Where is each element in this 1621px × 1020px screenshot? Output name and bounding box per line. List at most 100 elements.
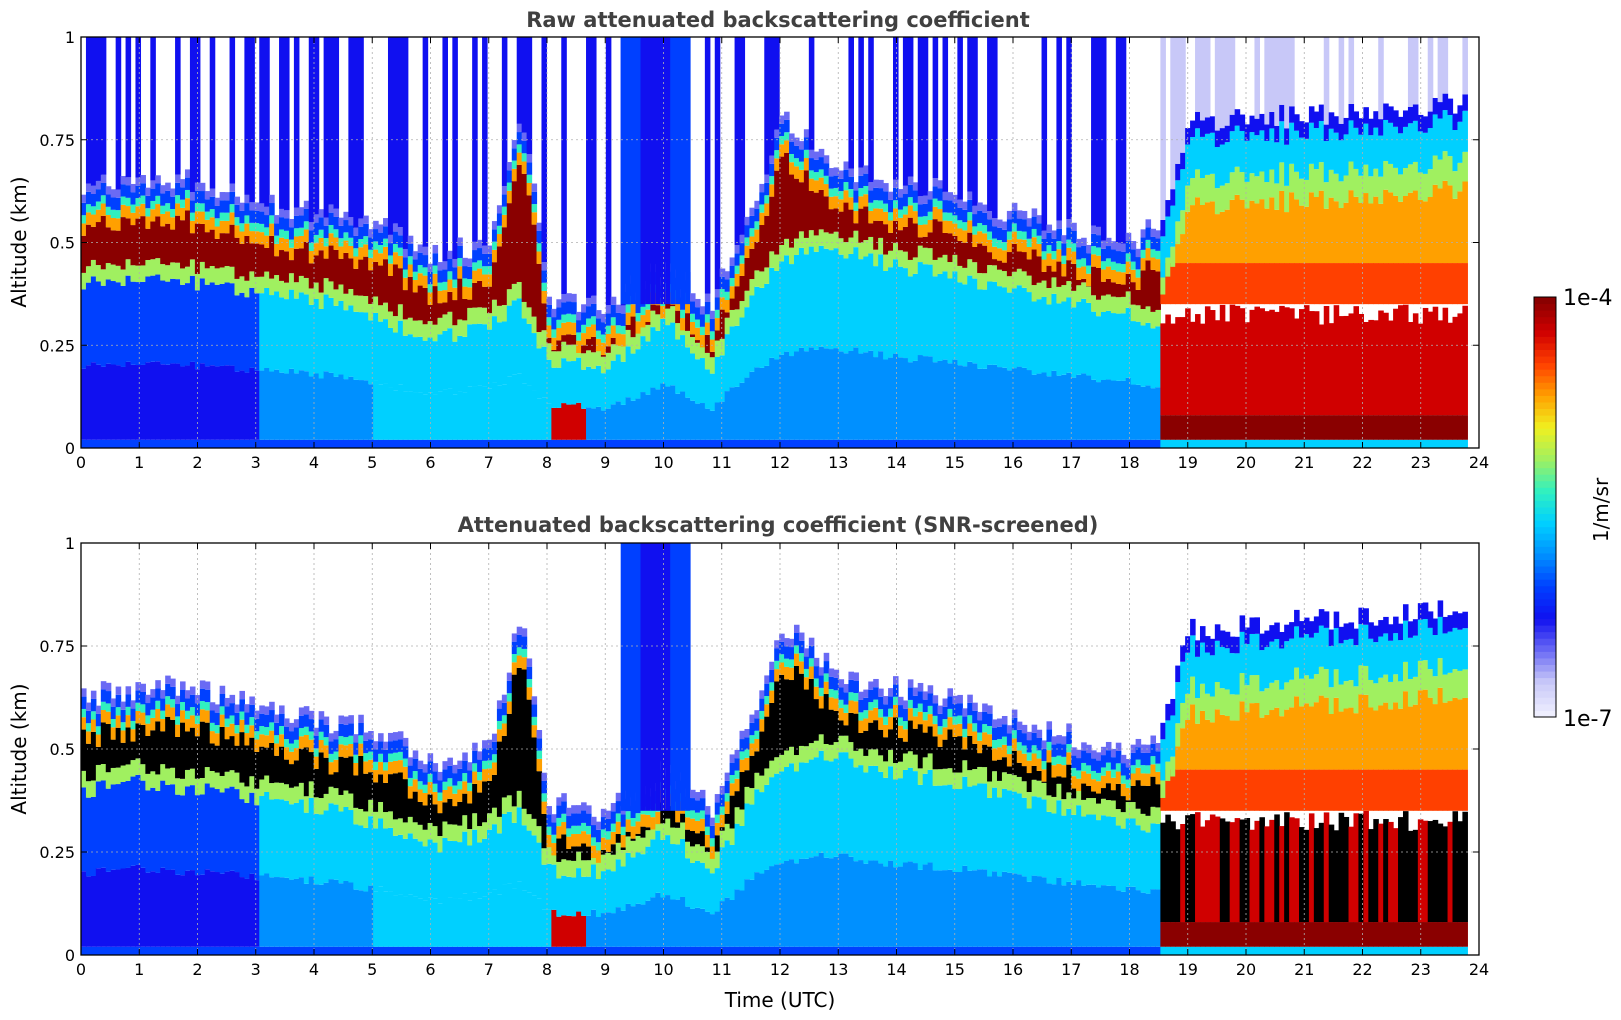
heatmap-cell [982, 703, 988, 712]
heatmap-cell [1021, 724, 1028, 734]
heatmap-cell [1130, 269, 1137, 283]
heatmap-cell [447, 291, 453, 312]
heatmap-cell [779, 156, 785, 245]
heatmap-cell [719, 847, 726, 902]
heatmap-cell [1066, 744, 1072, 753]
heatmap-cell [1299, 137, 1305, 179]
heatmap-cell [586, 813, 592, 826]
heatmap-cell [363, 827, 369, 892]
heatmap-cell [694, 820, 701, 834]
heatmap-cell [888, 199, 894, 213]
heatmap-cell [209, 787, 216, 872]
heatmap-cell [734, 889, 741, 947]
heatmap-cell [694, 860, 701, 908]
heatmap-cell [541, 262, 548, 271]
heatmap-cell [615, 325, 622, 334]
heatmap-cell [1051, 439, 1057, 448]
heatmap-cell [992, 37, 998, 218]
heatmap-cell [1081, 266, 1087, 279]
heatmap-cell [828, 439, 835, 448]
heatmap-cell [387, 275, 394, 312]
heatmap-cell [1125, 946, 1132, 955]
heatmap-cell [833, 946, 840, 955]
heatmap-cell [1407, 164, 1414, 193]
heatmap-cell [1165, 439, 1171, 448]
heatmap-cell [1303, 263, 1310, 305]
heatmap-cell [452, 287, 458, 301]
heatmap-cell [1234, 166, 1241, 195]
heatmap-cell [1001, 262, 1008, 272]
heatmap-cell [937, 360, 944, 440]
heatmap-cell [516, 647, 523, 656]
heatmap-cell [1125, 273, 1132, 292]
heatmap-cell [1145, 227, 1152, 240]
heatmap-cell [373, 741, 379, 750]
heatmap-cell [957, 439, 963, 448]
heatmap-cell [779, 144, 785, 157]
heatmap-cell [358, 239, 364, 248]
heatmap-cell [873, 249, 879, 267]
heatmap-cell [1363, 769, 1369, 811]
heatmap-cell [754, 270, 760, 287]
heatmap-cell [160, 710, 166, 719]
heatmap-cell [1001, 250, 1008, 263]
heatmap-cell [333, 946, 340, 955]
heatmap-cell [704, 834, 711, 848]
heatmap-cell [932, 703, 939, 716]
heatmap-cell [739, 243, 746, 256]
heatmap-cell [883, 704, 889, 717]
heatmap-cell [284, 239, 290, 252]
heatmap-cell [412, 259, 419, 272]
heatmap-cell [699, 335, 706, 348]
heatmap-cell [576, 320, 582, 333]
heatmap-cell [1086, 785, 1092, 799]
heatmap-cell [184, 266, 191, 284]
heatmap-cell [373, 439, 379, 448]
heatmap-cell [412, 271, 419, 280]
heatmap-cell [739, 255, 746, 264]
heatmap-cell [140, 691, 146, 705]
heatmap-cell [487, 439, 493, 448]
heatmap-cell [744, 245, 751, 258]
heatmap-cell [1140, 325, 1147, 387]
heatmap-cell [1338, 37, 1345, 124]
heatmap-cell [1195, 640, 1201, 657]
heatmap-cell [1214, 816, 1221, 923]
heatmap-cell [343, 790, 349, 807]
heatmap-cell [189, 439, 196, 448]
heatmap-cell [457, 946, 463, 955]
heatmap-cell [714, 946, 721, 955]
heatmap-cell [214, 745, 221, 773]
heatmap-cell [858, 691, 864, 700]
heatmap-cell [1091, 779, 1097, 792]
heatmap-cell [922, 37, 929, 196]
heatmap-cell [125, 946, 132, 955]
heatmap-cell [199, 709, 206, 722]
heatmap-cell [868, 350, 874, 440]
heatmap-cell [447, 946, 453, 955]
heatmap-cell [467, 287, 473, 300]
heatmap-cell [1026, 259, 1033, 276]
heatmap-cell [95, 364, 102, 440]
heatmap-cell [284, 784, 290, 801]
heatmap-cell [912, 360, 919, 440]
heatmap-cell [883, 439, 889, 448]
heatmap-cell [323, 225, 330, 239]
heatmap-cell [1180, 415, 1186, 440]
heatmap-cell [1437, 439, 1444, 448]
x-tick-label: 17 [1061, 453, 1081, 472]
heatmap-cell [561, 314, 567, 323]
heatmap-cell [754, 367, 760, 440]
heatmap-cell [645, 301, 651, 310]
heatmap-cell [541, 946, 548, 955]
heatmap-cell [402, 737, 409, 747]
heatmap-cell [789, 247, 795, 265]
heatmap-cell [823, 744, 830, 761]
heatmap-cell [779, 136, 785, 145]
heatmap-cell [1313, 111, 1320, 128]
heatmap-cell [125, 218, 132, 260]
heatmap-cell [516, 439, 523, 448]
heatmap-cell [576, 402, 582, 440]
heatmap-cell [798, 762, 805, 859]
heatmap-cell [1294, 946, 1300, 955]
